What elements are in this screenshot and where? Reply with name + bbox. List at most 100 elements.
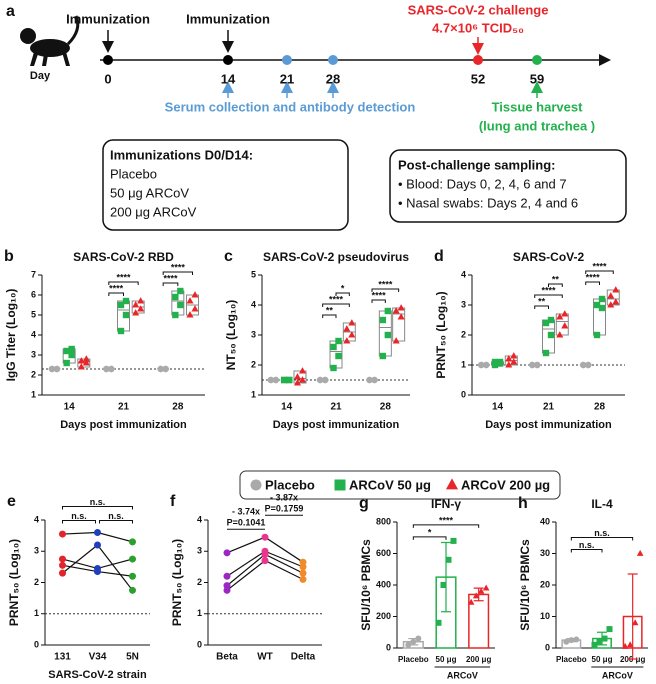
data-point: [631, 619, 639, 626]
significance-label: ****: [378, 279, 393, 289]
data-point: [478, 361, 485, 369]
y-tick-label: 200: [376, 611, 391, 621]
significance-label: *: [428, 527, 432, 537]
data-point: [534, 361, 541, 369]
y-tick-label: 3: [31, 349, 36, 359]
data-point: [621, 642, 629, 649]
data-point: [117, 301, 125, 309]
y-tick-label: 4: [34, 514, 39, 524]
data-point: [467, 598, 475, 605]
data-point: [59, 555, 66, 563]
data-point: [542, 319, 550, 327]
data-point: [157, 365, 164, 373]
data-point: [59, 569, 66, 577]
significance-label: **: [326, 305, 334, 315]
y-axis-label: PRNT₅₀ (Log₁₀): [434, 291, 448, 378]
data-point: [596, 638, 603, 645]
data-point: [607, 301, 615, 308]
data-point: [53, 365, 61, 373]
data-point: [591, 641, 598, 648]
data-point: [122, 311, 130, 319]
data-point: [82, 355, 90, 362]
y-tick-label: 40: [540, 516, 550, 526]
data-point: [68, 345, 75, 353]
significance-label: ****: [541, 285, 556, 295]
data-point: [392, 337, 400, 344]
data-point: [261, 550, 269, 558]
group-label: ARCoV: [447, 670, 478, 680]
data-point: [59, 530, 66, 538]
tissue-label: Tissue harvest: [492, 99, 583, 114]
data-point: [636, 549, 644, 556]
significance-bracket: [534, 294, 563, 298]
y-tick-label: 600: [376, 548, 391, 558]
panel-letter: g: [359, 495, 369, 512]
data-point: [483, 361, 490, 369]
data-point: [379, 316, 387, 324]
annotation-label: - 3.87x: [270, 493, 298, 503]
significance-label: ****: [116, 272, 131, 282]
data-point: [510, 358, 518, 365]
significance-bracket: [322, 303, 350, 307]
data-point: [348, 331, 356, 338]
data-point: [129, 572, 136, 580]
data-point: [298, 376, 307, 383]
y-tick-label: 2: [251, 359, 256, 369]
data-point: [529, 361, 536, 369]
y-tick-label: 2: [31, 369, 36, 379]
data-point: [299, 563, 307, 571]
data-point: [384, 307, 392, 315]
x-tick-label: Delta: [291, 652, 316, 663]
y-tick-label: 800: [376, 516, 391, 526]
data-point: [68, 351, 75, 359]
legend-label: Placebo: [265, 477, 315, 492]
data-point: [335, 337, 342, 345]
x-axis-label: SARS-CoV-2 strain: [48, 669, 147, 681]
error-bar: [627, 573, 638, 660]
significance-label: ****: [592, 261, 607, 271]
data-point: [223, 572, 231, 580]
significance-bracket: [570, 537, 634, 541]
y-tick-label: 0: [34, 639, 39, 649]
chart-title: SARS-CoV-2 RBD: [73, 250, 174, 264]
timeline-dot: [532, 55, 542, 65]
data-point: [491, 358, 499, 366]
legend-marker: [250, 479, 262, 491]
x-axis-label: Days post immunization: [485, 419, 612, 431]
data-point: [366, 376, 373, 384]
data-point: [505, 355, 513, 362]
x-tick-label: 50 μg: [436, 655, 457, 664]
data-point: [129, 586, 136, 594]
data-point: [103, 365, 110, 373]
data-point: [573, 636, 580, 643]
significance-bracket: [162, 282, 179, 286]
data-point: [63, 347, 70, 355]
significance-label: ****: [372, 290, 387, 300]
significance-label: n.s.: [579, 540, 595, 550]
legend-marker: [334, 479, 346, 491]
significance-label: ****: [586, 272, 601, 282]
significance-bracket: [99, 520, 133, 524]
x-tick-label: 28: [594, 402, 606, 413]
legend-marker: [445, 478, 459, 490]
data-point: [585, 361, 592, 369]
timeline-dot: [223, 55, 233, 65]
significance-bracket: [108, 292, 124, 296]
data-point: [177, 301, 184, 309]
y-axis-label: NT₅₀ (Log₁₀): [224, 300, 238, 371]
x-tick-label: V34: [89, 652, 107, 663]
data-point: [177, 287, 184, 295]
data-point: [330, 343, 337, 351]
y-tick-label: 3: [251, 329, 256, 339]
chart-title: SARS-CoV-2 pseudovirus: [263, 250, 409, 264]
data-point: [397, 313, 405, 320]
data-point: [272, 376, 280, 384]
range-box: [293, 370, 307, 384]
data-point: [397, 304, 405, 311]
significance-bracket: [371, 288, 400, 292]
y-tick-label: 2: [461, 329, 466, 339]
data-point: [626, 641, 634, 648]
data-point: [48, 365, 56, 373]
data-point: [172, 293, 179, 301]
x-tick-label: WT: [257, 652, 273, 663]
